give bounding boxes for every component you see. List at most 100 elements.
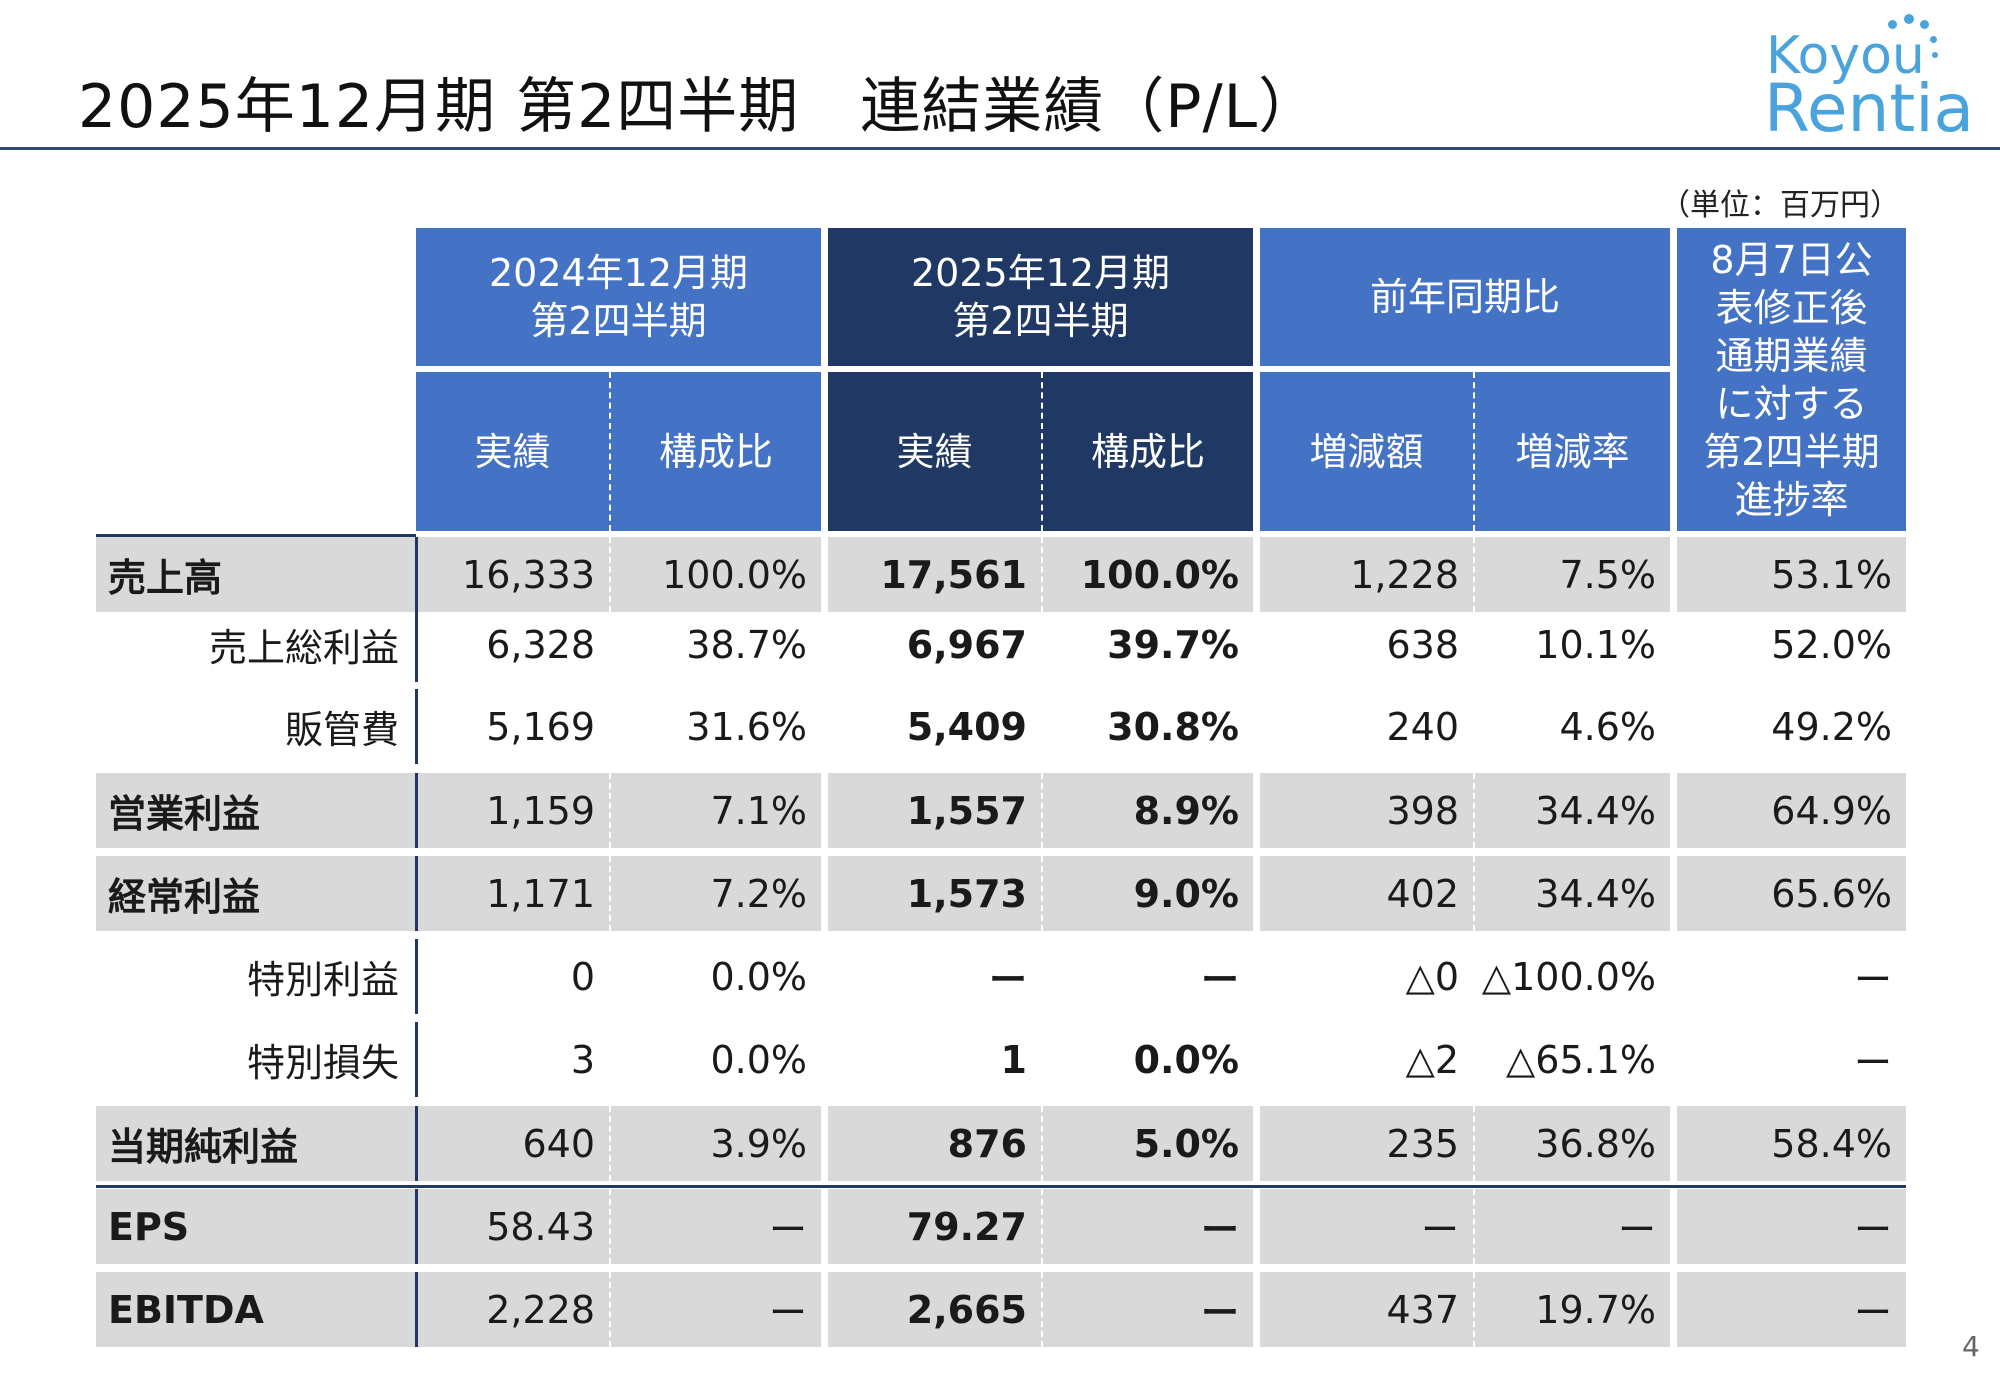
cell-change-amount: △2 [1405, 1037, 1459, 1082]
subheader-curr-actual: 実績 [828, 372, 1041, 531]
cell-change-amount: 1,228 [1260, 537, 1473, 612]
label-separator [415, 1106, 418, 1181]
logo-dot [1904, 14, 1914, 24]
title-divider [0, 147, 2000, 150]
page-title: 2025年12月期 第2四半期 連結業績（P/L） [78, 72, 1320, 142]
cell-prev-actual: 640 [416, 1106, 609, 1181]
cell-prev-actual: 16,333 [416, 537, 609, 612]
cell-curr-actual: 1,573 [828, 856, 1041, 931]
cell-prev-actual: 58.43 [416, 1189, 609, 1264]
cell-curr-ratio: 39.7% [1041, 607, 1253, 682]
logo-dot [1920, 20, 1929, 29]
row-label: EBITDA [96, 1272, 415, 1347]
cell-change-amount: 638 [1386, 622, 1459, 667]
subheader-change-amount: 増減額 [1260, 372, 1473, 531]
label-separator [415, 607, 418, 682]
header-curr-year-label: 2025年12月期 第2四半期 [910, 251, 1171, 343]
label-separator [415, 689, 418, 764]
cell-curr-ratio: 9.0% [1041, 856, 1253, 931]
cell-progress: 58.4% [1677, 1106, 1906, 1181]
page-number: 4 [1962, 1330, 1980, 1363]
cell-change-amount: 240 [1386, 704, 1459, 749]
header-curr-year: 2025年12月期 第2四半期 [828, 228, 1253, 366]
cell-curr-actual: 6,967 [906, 622, 1027, 667]
cell-curr-actual: 79.27 [828, 1189, 1041, 1264]
cell-prev-ratio: 3.9% [609, 1106, 821, 1181]
row-label: 売上総利益 [208, 626, 399, 670]
cell-progress: ー [1853, 1041, 1892, 1085]
cell-prev-ratio: 0.0% [609, 1022, 821, 1097]
cell-curr-ratio: 5.0% [1041, 1106, 1253, 1181]
cell-curr-ratio: 8.9% [1041, 773, 1253, 848]
table-rule [96, 534, 416, 537]
label-separator [415, 1022, 418, 1097]
cell-prev-ratio: 31.6% [609, 689, 821, 764]
row-label: 経常利益 [96, 856, 415, 931]
row-label: 売上高 [96, 537, 415, 612]
logo-dot [1932, 52, 1938, 58]
cell-prev-ratio: 38.7% [609, 607, 821, 682]
cell-change-rate: 34.4% [1473, 773, 1670, 848]
logo-line2: Rentia [1764, 70, 1974, 147]
cell-change-rate: 36.8% [1473, 1106, 1670, 1181]
cell-curr-actual: 1,557 [828, 773, 1041, 848]
cell-prev-ratio: 7.1% [609, 773, 821, 848]
label-separator [415, 537, 418, 612]
header-progress: 8月7日公 表修正後 通期業績 に対する 第2四半期 進捗率 [1677, 228, 1906, 531]
header-progress-label: 8月7日公 表修正後 通期業績 に対する 第2四半期 進捗率 [1703, 237, 1880, 522]
logo-dot [1888, 20, 1897, 29]
cell-curr-ratio: 100.0% [1041, 537, 1253, 612]
unit-note: （単位：百万円） [1660, 188, 1900, 223]
cell-progress: 49.2% [1771, 704, 1892, 749]
logo-line1: Koyou [1766, 26, 1925, 86]
subheader-change-rate: 増減率 [1473, 372, 1670, 531]
cell-prev-actual: 5,169 [486, 704, 595, 749]
cell-change-amount: 437 [1260, 1272, 1473, 1347]
cell-change-rate: 4.6% [1473, 689, 1670, 764]
row-label: 当期純利益 [96, 1106, 415, 1181]
cell-prev-actual: 1,159 [416, 773, 609, 848]
label-separator [415, 773, 418, 848]
cell-prev-actual: 2,228 [416, 1272, 609, 1347]
cell-progress: 52.0% [1771, 622, 1892, 667]
cell-prev-actual: 1,171 [416, 856, 609, 931]
cell-curr-actual: 2,665 [828, 1272, 1041, 1347]
cell-change-rate: 10.1% [1473, 607, 1670, 682]
row-label: 特別損失 [246, 1041, 399, 1085]
label-separator [415, 856, 418, 931]
cell-prev-ratio: ー [609, 1272, 821, 1347]
cell-change-amount: 235 [1260, 1106, 1473, 1181]
table-rule [96, 1185, 1906, 1188]
cell-prev-actual: 3 [570, 1037, 595, 1082]
cell-curr-actual: 876 [828, 1106, 1041, 1181]
subheader-prev-actual: 実績 [416, 372, 609, 531]
label-separator [415, 939, 418, 1014]
logo-dot [1930, 36, 1937, 43]
cell-progress: ー [1677, 1189, 1906, 1264]
subheader-prev-ratio: 構成比 [609, 372, 821, 531]
cell-prev-actual: 6,328 [486, 622, 595, 667]
cell-progress: 65.6% [1677, 856, 1906, 931]
cell-change-rate: △100.0% [1473, 939, 1670, 1014]
cell-curr-ratio: 0.0% [1041, 1022, 1253, 1097]
cell-curr-ratio: ー [1041, 939, 1253, 1014]
cell-prev-ratio: 0.0% [609, 939, 821, 1014]
cell-change-amount: ー [1260, 1189, 1473, 1264]
cell-progress: 64.9% [1677, 773, 1906, 848]
cell-change-rate: ー [1473, 1189, 1670, 1264]
cell-progress: ー [1853, 958, 1892, 1002]
cell-change-amount: △0 [1405, 954, 1459, 999]
cell-curr-actual: 1 [1000, 1037, 1027, 1082]
cell-change-amount: 398 [1260, 773, 1473, 848]
cell-curr-ratio: ー [1041, 1189, 1253, 1264]
row-label: 販管費 [284, 708, 399, 752]
cell-curr-actual: 5,409 [906, 704, 1027, 749]
cell-change-rate: 7.5% [1473, 537, 1670, 612]
cell-change-rate: △65.1% [1473, 1022, 1670, 1097]
row-label: 特別利益 [246, 958, 399, 1002]
subheader-curr-ratio: 構成比 [1041, 372, 1253, 531]
cell-curr-actual: ー [988, 958, 1027, 1002]
cell-prev-ratio: ー [609, 1189, 821, 1264]
cell-curr-ratio: 30.8% [1041, 689, 1253, 764]
cell-curr-actual: 17,561 [828, 537, 1041, 612]
